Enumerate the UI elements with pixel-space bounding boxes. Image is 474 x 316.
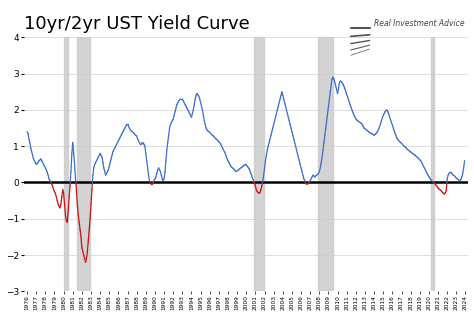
Bar <box>77 37 90 291</box>
Bar <box>319 37 333 291</box>
Bar <box>64 37 68 291</box>
Bar <box>431 37 434 291</box>
Text: Real Investment Advice: Real Investment Advice <box>374 19 465 28</box>
Text: 10yr/2yr UST Yield Curve: 10yr/2yr UST Yield Curve <box>24 15 250 33</box>
Bar <box>254 37 264 291</box>
